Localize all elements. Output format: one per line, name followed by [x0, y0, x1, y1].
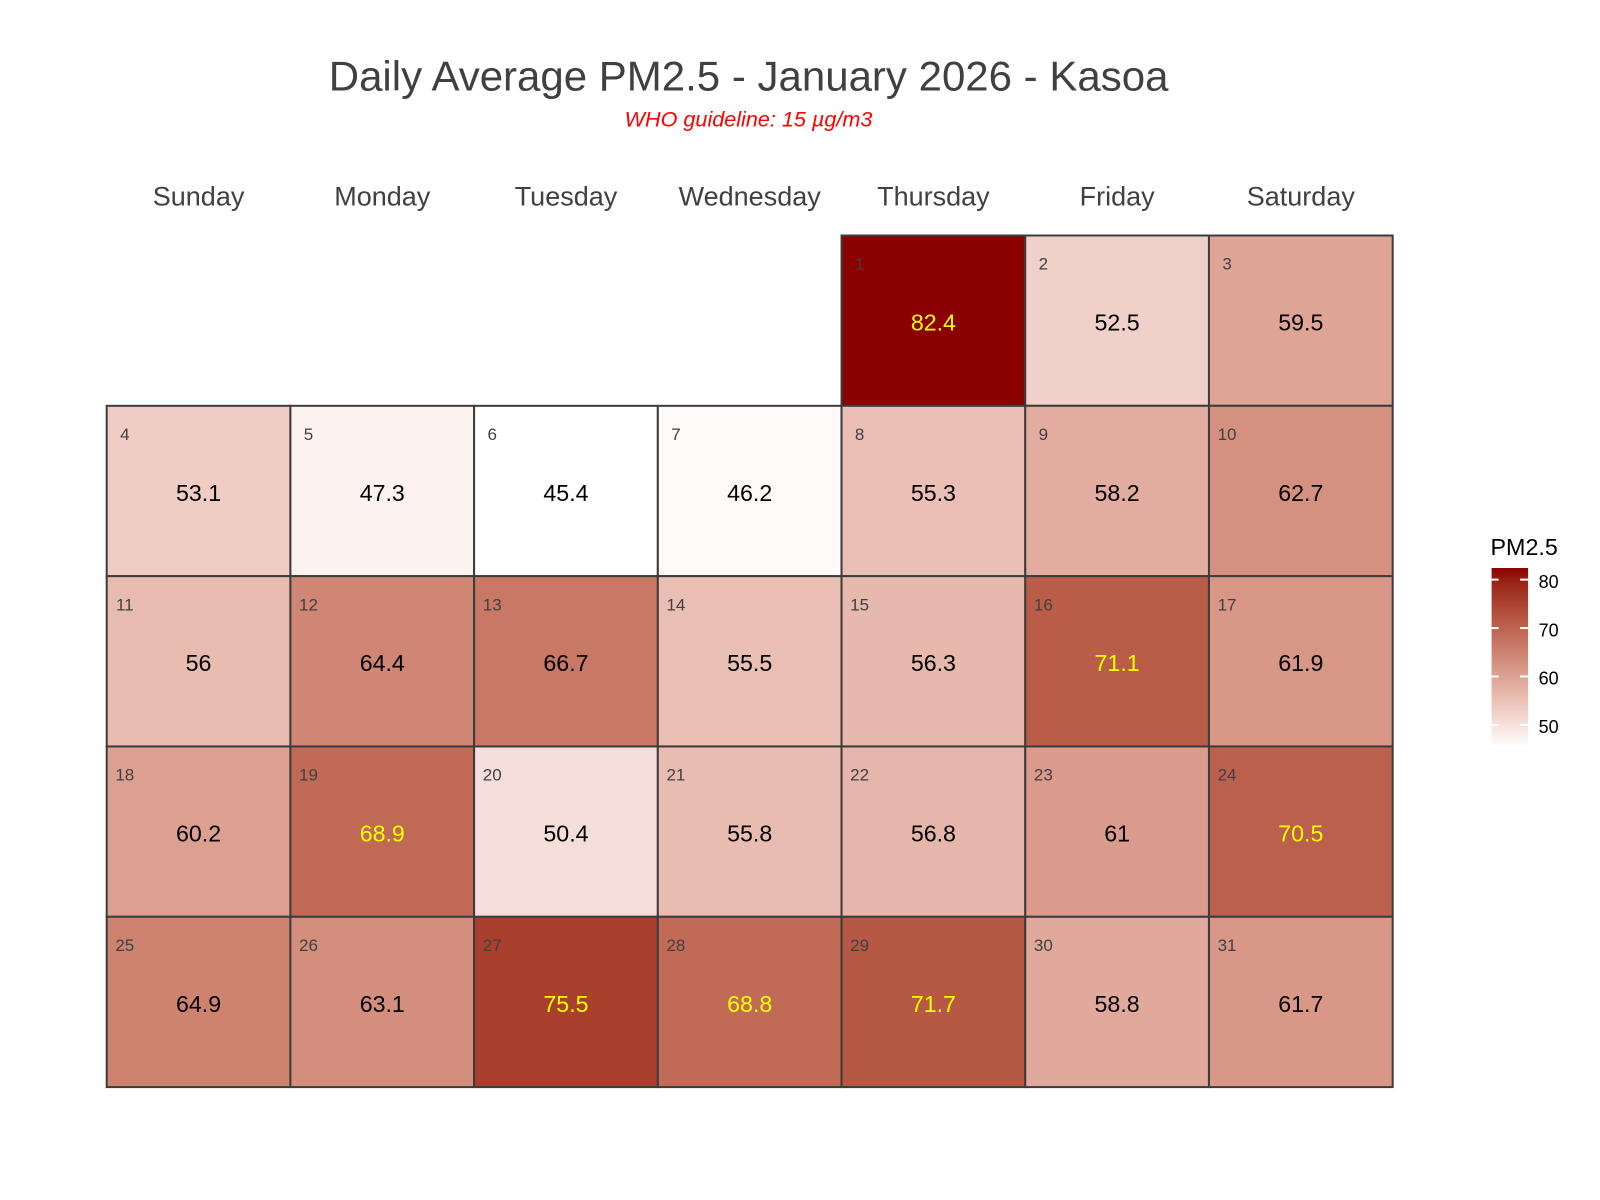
svg-text:20: 20: [483, 766, 502, 785]
svg-text:12: 12: [299, 595, 318, 614]
svg-text:56.3: 56.3: [911, 650, 956, 676]
svg-text:60.2: 60.2: [176, 820, 221, 846]
svg-text:Friday: Friday: [1080, 182, 1156, 212]
svg-text:10: 10: [1218, 425, 1237, 444]
svg-text:1: 1: [855, 255, 864, 274]
svg-text:27: 27: [483, 936, 502, 955]
svg-text:55.8: 55.8: [727, 820, 772, 846]
svg-text:22: 22: [850, 766, 869, 785]
svg-text:47.3: 47.3: [360, 480, 405, 506]
svg-text:52.5: 52.5: [1095, 310, 1140, 336]
svg-text:23: 23: [1034, 766, 1053, 785]
svg-text:75.5: 75.5: [543, 991, 588, 1017]
svg-text:71.7: 71.7: [911, 991, 956, 1017]
svg-text:46.2: 46.2: [727, 480, 772, 506]
svg-text:WHO guideline: 15 µg/m3: WHO guideline: 15 µg/m3: [625, 107, 873, 132]
svg-text:60: 60: [1539, 669, 1559, 689]
svg-text:66.7: 66.7: [543, 650, 588, 676]
svg-text:50.4: 50.4: [543, 820, 588, 846]
svg-text:62.7: 62.7: [1278, 480, 1323, 506]
svg-text:30: 30: [1034, 936, 1053, 955]
svg-text:Monday: Monday: [334, 182, 431, 212]
svg-text:11: 11: [116, 595, 134, 614]
svg-text:70: 70: [1539, 620, 1559, 640]
svg-text:61.7: 61.7: [1278, 991, 1323, 1017]
svg-text:Sunday: Sunday: [153, 182, 245, 212]
svg-text:53.1: 53.1: [176, 480, 221, 506]
svg-text:26: 26: [299, 936, 318, 955]
svg-text:6: 6: [487, 425, 496, 444]
svg-text:29: 29: [850, 936, 869, 955]
svg-text:15: 15: [850, 595, 869, 614]
svg-text:5: 5: [304, 425, 313, 444]
svg-text:71.1: 71.1: [1095, 650, 1140, 676]
svg-text:8: 8: [855, 425, 864, 444]
svg-text:50: 50: [1539, 717, 1559, 737]
svg-text:Daily Average PM2.5 - January: Daily Average PM2.5 - January 2026 - Kas…: [329, 53, 1169, 100]
svg-text:25: 25: [115, 936, 134, 955]
svg-text:82.4: 82.4: [911, 310, 956, 336]
svg-text:16: 16: [1034, 595, 1053, 614]
svg-text:3: 3: [1222, 255, 1231, 274]
svg-text:14: 14: [666, 595, 685, 614]
svg-text:24: 24: [1218, 766, 1237, 785]
svg-text:17: 17: [1218, 595, 1237, 614]
svg-text:31: 31: [1218, 936, 1237, 955]
svg-text:21: 21: [666, 766, 685, 785]
svg-text:58.8: 58.8: [1095, 991, 1140, 1017]
svg-text:4: 4: [120, 425, 129, 444]
svg-text:2: 2: [1039, 255, 1048, 274]
svg-text:Wednesday: Wednesday: [679, 182, 822, 212]
svg-text:55.3: 55.3: [911, 480, 956, 506]
svg-text:7: 7: [671, 425, 680, 444]
svg-text:68.8: 68.8: [727, 991, 772, 1017]
svg-text:28: 28: [666, 936, 685, 955]
svg-text:19: 19: [299, 766, 318, 785]
svg-text:55.5: 55.5: [727, 650, 772, 676]
svg-text:58.2: 58.2: [1095, 480, 1140, 506]
svg-text:45.4: 45.4: [543, 480, 588, 506]
svg-text:64.9: 64.9: [176, 991, 221, 1017]
svg-text:56: 56: [186, 650, 212, 676]
svg-text:56.8: 56.8: [911, 820, 956, 846]
svg-text:61.9: 61.9: [1278, 650, 1323, 676]
svg-text:80: 80: [1539, 572, 1559, 592]
svg-text:59.5: 59.5: [1278, 310, 1323, 336]
svg-text:63.1: 63.1: [360, 991, 405, 1017]
svg-text:64.4: 64.4: [360, 650, 405, 676]
svg-text:Thursday: Thursday: [877, 182, 990, 212]
svg-text:13: 13: [483, 595, 502, 614]
svg-text:61: 61: [1104, 820, 1130, 846]
svg-text:68.9: 68.9: [360, 820, 405, 846]
svg-text:Saturday: Saturday: [1247, 182, 1356, 212]
svg-text:70.5: 70.5: [1278, 820, 1323, 846]
svg-text:18: 18: [115, 766, 134, 785]
svg-text:9: 9: [1039, 425, 1048, 444]
svg-text:Tuesday: Tuesday: [515, 182, 618, 212]
svg-text:PM2.5: PM2.5: [1491, 534, 1558, 560]
